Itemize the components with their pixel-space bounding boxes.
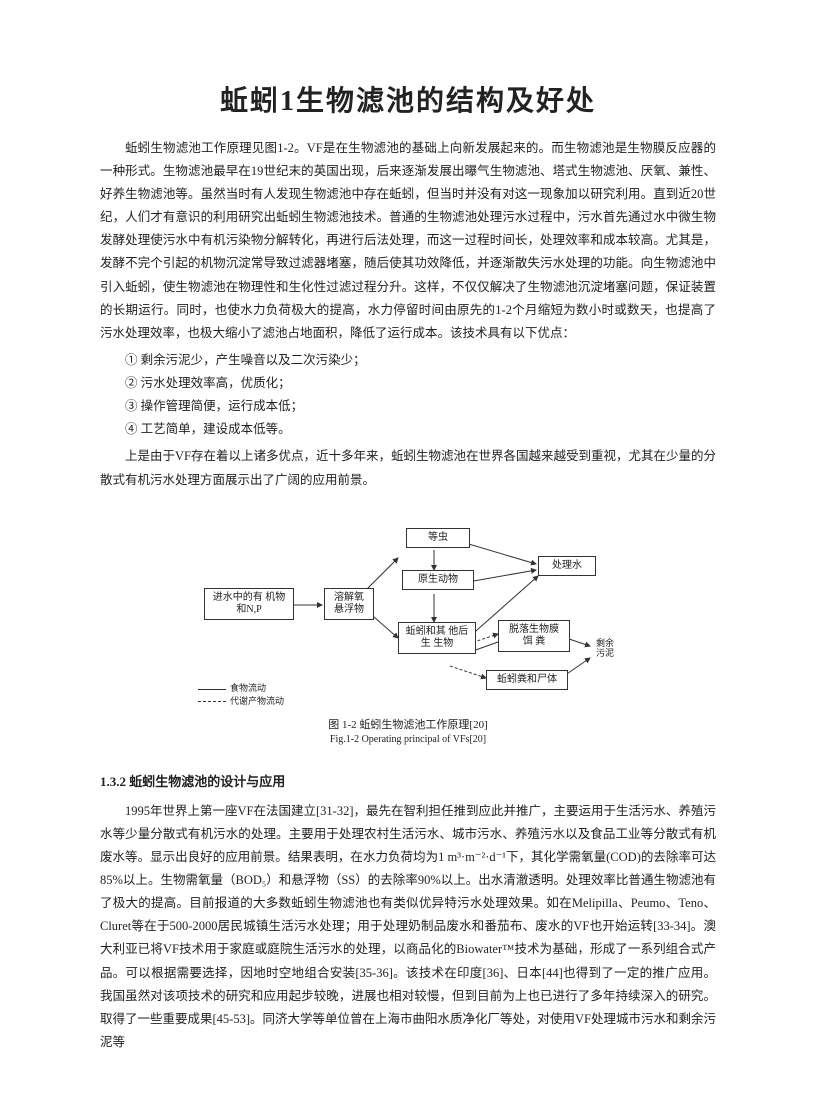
list-item: ② 污水处理效率高，优质化；: [125, 372, 716, 395]
legend-solid-line-icon: [198, 689, 226, 690]
figure-caption-cn: 图 1-2 蚯蚓生物滤池工作原理[20]: [100, 716, 716, 732]
flow-diagram: 进水中的有 机物和N,P 溶解氧 悬浮物 等虫 原生动物 蚯蚓和其 他后生 生物…: [198, 510, 618, 710]
node-bacteria: 等虫: [406, 528, 470, 548]
node-outflow: 处理水: [538, 556, 596, 576]
paragraph-application: 1995年世界上第一座VF在法国建立[31-32]，最先在智利担任推到应此并推广…: [100, 800, 716, 1054]
node-protozoa: 原生动物: [402, 570, 474, 590]
page-title: 蚯蚓1生物滤池的结构及好处: [100, 79, 716, 119]
section-heading-1-3-2: 1.3.2 蚯蚓生物滤池的设计与应用: [100, 771, 716, 790]
list-item: ③ 操作管理简便，运行成本低；: [125, 395, 716, 418]
advantage-list: ① 剩余污泥少，产生噪音以及二次污染少； ② 污水处理效率高，优质化； ③ 操作…: [125, 349, 716, 442]
paragraph-summary: 上是由于VF存在着以上诸多优点，近十多年来，蚯蚓生物滤池在世界各国越来越受到重视…: [100, 445, 716, 491]
figure-1-2: 进水中的有 机物和N,P 溶解氧 悬浮物 等虫 原生动物 蚯蚓和其 他后生 生物…: [100, 510, 716, 745]
list-item: ① 剩余污泥少，产生噪音以及二次污染少；: [125, 349, 716, 372]
node-dissolved: 溶解氧 悬浮物: [324, 588, 374, 620]
node-earthworm: 蚯蚓和其 他后生 生物: [398, 622, 476, 654]
label-sludge: 剩余 污泥: [592, 638, 618, 660]
figure-caption-en: Fig.1-2 Operating principal of VFs[20]: [100, 734, 716, 745]
diagram-legend: 食物流动 代谢产物流动: [198, 682, 284, 707]
document-page: 蚯蚓1生物滤池的结构及好处 蚯蚓生物滤池工作原理见图1-2。VF是在生物滤池的基…: [0, 0, 816, 1094]
node-biofilm: 脱落生物膜 饵 粪: [498, 620, 570, 652]
list-item: ④ 工艺简单，建设成本低等。: [125, 418, 716, 441]
node-inflow: 进水中的有 机物和N,P: [204, 588, 294, 620]
legend-dash-line-icon: [198, 701, 226, 702]
node-corpse: 蚯蚓粪和尸体: [486, 670, 568, 690]
legend-dash-label: 代谢产物流动: [230, 696, 284, 706]
paragraph-intro: 蚯蚓生物滤池工作原理见图1-2。VF是在生物滤池的基础上向新发展起来的。而生物滤…: [100, 137, 716, 345]
legend-solid-label: 食物流动: [230, 683, 266, 693]
